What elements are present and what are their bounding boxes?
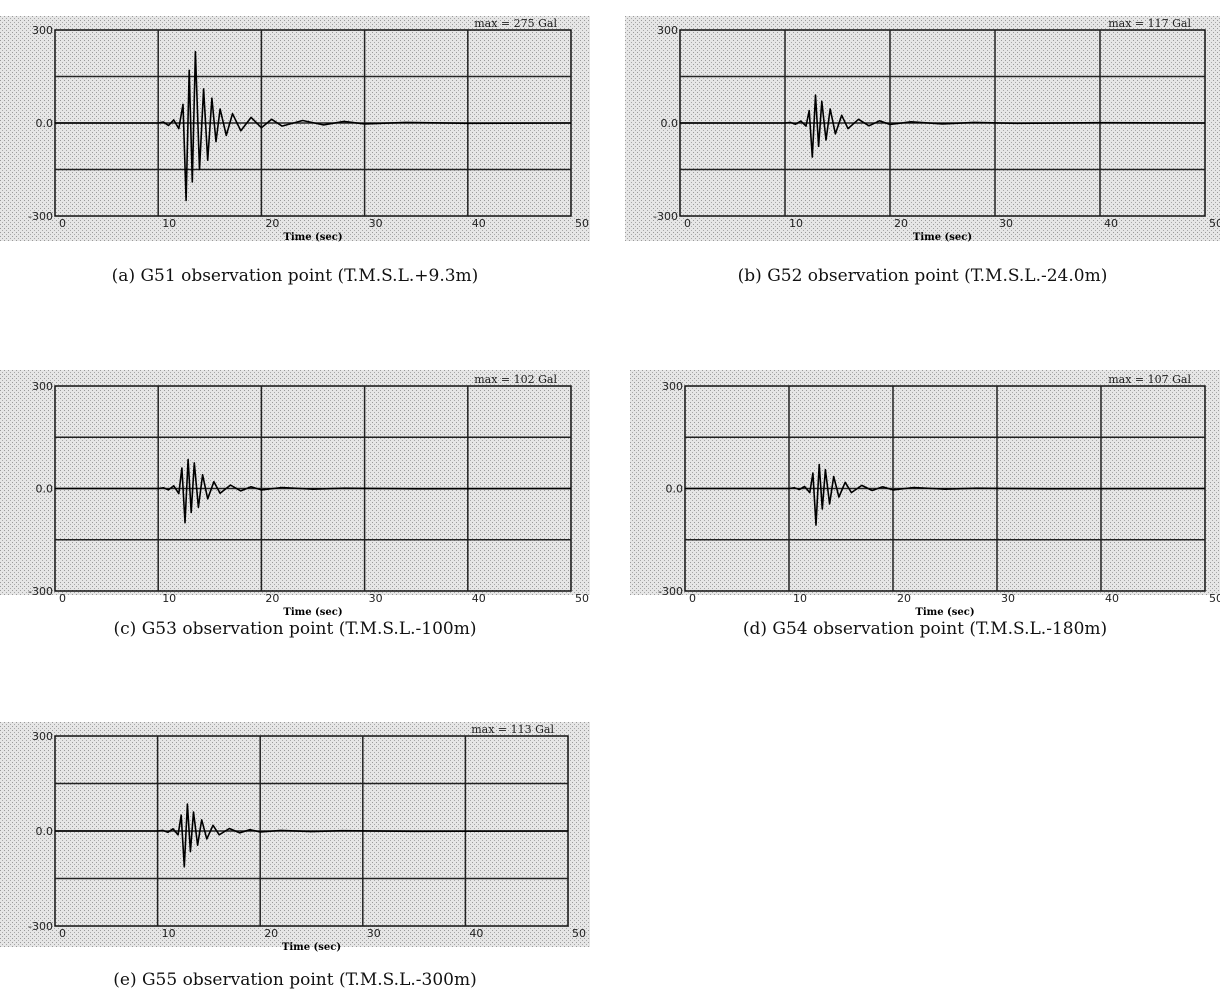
x-tick-label: 20 <box>894 217 908 230</box>
y-tick-label: 300 <box>32 380 53 393</box>
x-tick-label: 10 <box>793 592 807 605</box>
x-tick-label: 20 <box>265 592 279 605</box>
acceleration-series <box>55 458 572 524</box>
x-tick-label: 20 <box>264 927 278 940</box>
x-axis-title: Time (sec) <box>915 607 974 618</box>
x-tick-label: 0 <box>59 927 66 940</box>
chart-svg: 300 0.0 -300 0 10 20 30 40 50 Time (sec) max = 113… <box>0 722 590 953</box>
x-tick-label: 10 <box>162 217 176 230</box>
y-tick-label: -300 <box>28 920 53 933</box>
acceleration-series <box>55 50 572 202</box>
x-tick-label: 30 <box>999 217 1013 230</box>
max-label: max = 117 Gal <box>1108 17 1191 30</box>
x-tick-label: 30 <box>369 592 383 605</box>
x-axis-title: Time (sec) <box>282 942 341 953</box>
x-axis-title: Time (sec) <box>283 232 342 243</box>
chart-panel-2: 300 0.0 -300 0 10 20 30 40 50 Time (sec) max = 117… <box>625 16 1220 301</box>
chart-panel-3: 300 0.0 -300 0 10 20 30 40 50 Time (sec) max = 102… <box>0 370 590 655</box>
max-label: max = 102 Gal <box>474 373 557 386</box>
acceleration-series <box>680 94 1206 158</box>
chart-caption: (a) G51 observation point (T.M.S.L.+9.3m… <box>111 266 479 286</box>
y-tick-label: 300 <box>32 730 53 743</box>
x-tick-label: 50 <box>572 927 586 940</box>
chart-caption: (b) G52 observation point (T.M.S.L.-24.0… <box>737 266 1108 286</box>
x-tick-label: 30 <box>367 927 381 940</box>
chart-panel-5: 300 0.0 -300 0 10 20 30 40 50 Time (sec) max = 113… <box>0 722 590 1007</box>
x-tick-label: 0 <box>59 217 66 230</box>
x-tick-label: 30 <box>369 217 383 230</box>
x-tick-label: 30 <box>1001 592 1015 605</box>
acceleration-series <box>55 803 569 868</box>
x-tick-label: 50 <box>575 217 589 230</box>
x-tick-label: 40 <box>472 217 486 230</box>
x-tick-label: 50 <box>575 592 589 605</box>
y-tick-label: 0.0 <box>36 483 54 496</box>
acceleration-series <box>685 463 1206 526</box>
x-tick-label: 50 <box>1209 592 1220 605</box>
chart-panel-1: 300 0.0 -300 0 10 20 30 40 50 Time (sec) max = 275… <box>0 16 590 301</box>
chart-svg: 300 0.0 -300 0 10 20 30 40 50 Time (sec) max = 102… <box>0 370 590 618</box>
chart-caption: (d) G54 observation point (T.M.S.L.-180m… <box>742 619 1108 639</box>
x-axis-title: Time (sec) <box>913 232 972 243</box>
y-tick-label: 0.0 <box>666 483 684 496</box>
y-tick-label: -300 <box>658 585 683 598</box>
y-tick-label: 300 <box>662 380 683 393</box>
y-tick-label: -300 <box>28 210 53 223</box>
chart-caption: (e) G55 observation point (T.M.S.L.-300m… <box>113 970 477 990</box>
x-tick-label: 0 <box>689 592 696 605</box>
y-tick-label: -300 <box>653 210 678 223</box>
x-tick-label: 10 <box>162 927 176 940</box>
x-tick-label: 0 <box>59 592 66 605</box>
x-tick-label: 40 <box>1105 592 1119 605</box>
max-label: max = 113 Gal <box>471 723 554 736</box>
y-tick-label: 0.0 <box>661 117 679 130</box>
y-tick-label: 300 <box>657 24 678 37</box>
x-tick-label: 50 <box>1209 217 1220 230</box>
max-label: max = 107 Gal <box>1108 373 1191 386</box>
x-tick-label: 20 <box>897 592 911 605</box>
y-tick-label: -300 <box>28 585 53 598</box>
x-tick-label: 40 <box>469 927 483 940</box>
max-label: max = 275 Gal <box>474 17 557 30</box>
chart-panel-4: 300 0.0 -300 0 10 20 30 40 50 Time (sec) max = 107… <box>630 370 1220 655</box>
y-tick-label: 0.0 <box>36 825 54 838</box>
chart-svg: 300 0.0 -300 0 10 20 30 40 50 Time (sec) max = 117… <box>625 16 1220 243</box>
y-tick-label: 0.0 <box>36 117 54 130</box>
x-tick-label: 0 <box>684 217 691 230</box>
x-tick-label: 40 <box>1104 217 1118 230</box>
y-tick-label: 300 <box>32 24 53 37</box>
x-axis-title: Time (sec) <box>283 607 342 618</box>
x-tick-label: 20 <box>265 217 279 230</box>
x-tick-label: 10 <box>162 592 176 605</box>
chart-caption: (c) G53 observation point (T.M.S.L.-100m… <box>113 619 477 639</box>
chart-svg: 300 0.0 -300 0 10 20 30 40 50 Time (sec) max = 275… <box>0 16 590 243</box>
chart-svg: 300 0.0 -300 0 10 20 30 40 50 Time (sec) max = 107… <box>630 370 1220 618</box>
x-tick-label: 10 <box>789 217 803 230</box>
x-tick-label: 40 <box>472 592 486 605</box>
